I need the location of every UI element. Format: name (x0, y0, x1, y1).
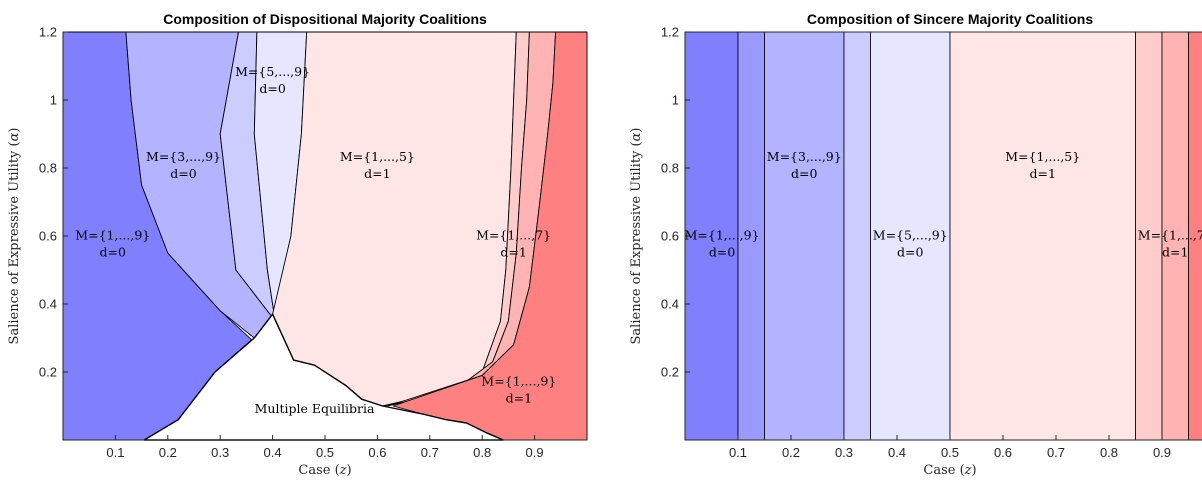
y-axis-label: Salience of Expressive Utility (α) (629, 128, 644, 345)
y-tick-label: 0.4 (39, 297, 57, 312)
region-annotation: M={1,...,5} (1005, 149, 1080, 164)
x-tick-label: 0.8 (1100, 445, 1118, 460)
x-axis-label: Case (z) (923, 463, 976, 478)
y-tick-label: 1 (50, 93, 57, 108)
region-annotation: d=0 (100, 244, 126, 259)
region-annotation: d=0 (709, 244, 735, 259)
x-tick-label: 0.8 (473, 445, 491, 460)
band-1 (684, 31, 739, 441)
y-tick-label: 1 (672, 93, 679, 108)
region-annotation: M={1,...,7} (476, 227, 551, 242)
y-tick-label: 0.8 (39, 161, 57, 176)
region-annotation: d=0 (791, 166, 817, 181)
chart-panel-2: 0.1 0.2 0.3 0.4 0.5 0.6 0.7 0.8 0.9 0.2 0.4 0.6 0.8 1… (629, 11, 1202, 478)
x-tick-label: 0.2 (159, 445, 177, 460)
y-tick-label: 1.2 (661, 25, 679, 40)
band-5 (870, 31, 951, 441)
x-tick-label: 0.3 (835, 445, 853, 460)
x-tick-label: 0.7 (421, 445, 439, 460)
region-annotation: d=1 (1162, 244, 1188, 259)
region-annotation: d=0 (170, 166, 196, 181)
x-tick-label: 0.4 (264, 445, 282, 460)
region-annotation: M={1,...,7} (1138, 227, 1202, 242)
y-tick-label: 0.6 (39, 229, 57, 244)
x-tick-label: 0.1 (106, 445, 124, 460)
chart-panel-1: 0.1 0.2 0.3 0.4 0.5 0.6 0.7 0.8 0.9 0.2 0.4 0.6 0.8 1… (7, 11, 588, 478)
x-tick-label: 0.1 (729, 445, 747, 460)
region-annotation: d=1 (506, 391, 532, 406)
x-tick-label: 0.2 (782, 445, 800, 460)
region-annotation: d=1 (1030, 166, 1056, 181)
y-axis-label: Salience of Expressive Utility (α) (7, 128, 22, 345)
band-8 (1161, 31, 1189, 441)
chart-title: Composition of Sincere Majority Coalitio… (807, 11, 1093, 27)
x-tick-label: 0.4 (888, 445, 906, 460)
x-tick-label: 0.7 (1047, 445, 1065, 460)
region-5 (272, 31, 517, 407)
y-tick-label: 0.2 (39, 365, 57, 380)
x-tick-label: 0.9 (1153, 445, 1171, 460)
region-annotation: M={1,...,9} (75, 227, 150, 242)
region-annotation: M={3,...,9} (767, 149, 842, 164)
region-annotation: Multiple Equilibria (255, 401, 375, 416)
region-annotation: d=0 (259, 81, 285, 96)
y-tick-label: 0.8 (661, 161, 679, 176)
y-tick-label: 0.6 (661, 229, 679, 244)
x-tick-label: 0.3 (211, 445, 229, 460)
band-6 (949, 31, 1136, 441)
y-tick-label: 0.4 (661, 297, 679, 312)
region-annotation: d=0 (897, 244, 923, 259)
x-tick-label: 0.5 (316, 445, 334, 460)
y-tick-label: 1.2 (39, 25, 57, 40)
x-tick-label: 0.6 (994, 445, 1012, 460)
region-annotation: M={5,...,9} (873, 227, 948, 242)
y-tick-label: 0.2 (661, 365, 679, 380)
chart-title: Composition of Dispositional Majority Co… (163, 11, 487, 27)
region-annotation: M={3,...,9} (146, 149, 221, 164)
region-9 (143, 313, 504, 441)
x-tick-label: 0.6 (368, 445, 386, 460)
region-annotation: d=1 (500, 244, 526, 259)
region-annotation: M={5,...,9} (235, 64, 310, 79)
band-3 (764, 31, 845, 441)
region-annotation: M={1,...,9} (481, 374, 556, 389)
x-axis-label: Case (z) (298, 463, 351, 478)
x-tick-label: 0.5 (941, 445, 959, 460)
region-annotation: d=1 (364, 166, 390, 181)
x-tick-label: 0.9 (526, 445, 544, 460)
region-annotation: M={1,...,9} (685, 227, 760, 242)
region-annotation: M={1,...,5} (340, 149, 415, 164)
band-4 (843, 31, 871, 441)
